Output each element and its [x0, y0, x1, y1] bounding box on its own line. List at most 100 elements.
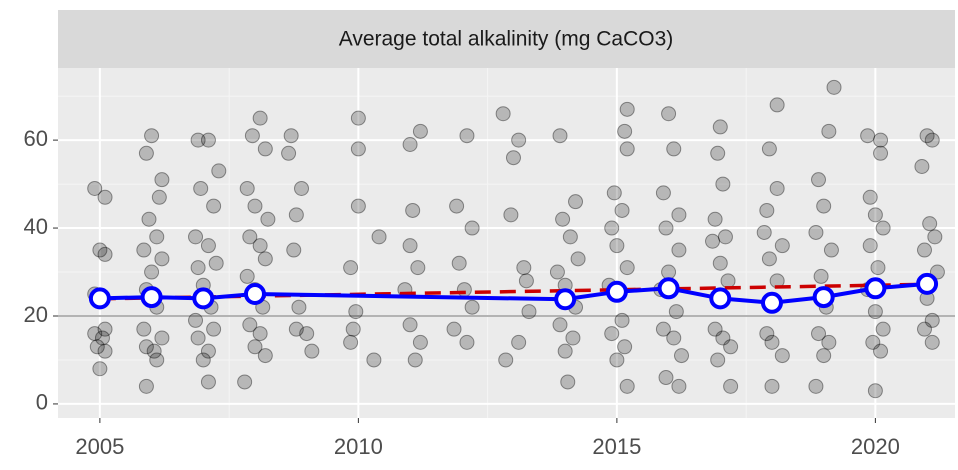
data-point — [674, 348, 690, 364]
data-point — [710, 352, 726, 368]
y-tick-label: 20 — [24, 302, 48, 327]
data-point — [299, 326, 315, 342]
x-tick-label: 2020 — [851, 434, 900, 459]
data-point — [188, 312, 204, 328]
data-point — [813, 268, 829, 284]
data-point — [715, 330, 731, 346]
data-point — [862, 238, 878, 254]
data-point — [565, 330, 581, 346]
data-point — [808, 378, 824, 394]
data-point — [518, 273, 534, 289]
data-point — [464, 220, 480, 236]
data-point — [774, 238, 790, 254]
data-point — [294, 180, 310, 196]
data-point — [549, 264, 565, 280]
data-point — [924, 334, 940, 350]
data-point — [343, 334, 359, 350]
x-tick-label: 2010 — [334, 434, 383, 459]
data-point — [826, 79, 842, 95]
data-point — [619, 101, 635, 117]
chart-title: Average total alkalinity (mg CaCO3) — [339, 28, 674, 51]
data-point — [707, 211, 723, 227]
data-point — [821, 123, 837, 139]
data-point — [671, 207, 687, 223]
data-point — [247, 339, 263, 355]
data-point — [449, 198, 465, 214]
data-point — [208, 255, 224, 271]
data-point — [922, 216, 938, 232]
data-point — [350, 198, 366, 214]
data-point — [870, 260, 886, 276]
data-point — [816, 198, 832, 214]
data-point — [257, 251, 273, 267]
data-point — [97, 189, 113, 205]
data-point — [257, 348, 273, 364]
data-point — [503, 207, 519, 223]
strip — [58, 10, 955, 68]
data-point — [873, 343, 889, 359]
data-point — [138, 339, 154, 355]
data-point — [405, 202, 421, 218]
data-point — [924, 132, 940, 148]
data-point — [619, 378, 635, 394]
mean-marker — [140, 286, 163, 309]
data-point — [720, 273, 736, 289]
data-point — [94, 330, 110, 346]
data-point — [402, 137, 418, 153]
data-point — [200, 343, 216, 359]
data-point — [671, 242, 687, 258]
data-point — [136, 242, 152, 258]
data-point — [875, 321, 891, 337]
data-point — [821, 334, 837, 350]
mean-marker — [709, 287, 732, 310]
data-point — [811, 172, 827, 188]
data-point — [242, 229, 258, 245]
data-point — [823, 242, 839, 258]
data-point — [570, 251, 586, 267]
data-point — [924, 312, 940, 328]
data-point — [304, 343, 320, 359]
data-point — [604, 220, 620, 236]
data-point — [348, 304, 364, 320]
data-point — [97, 246, 113, 262]
data-point — [200, 132, 216, 148]
data-point — [154, 251, 170, 267]
data-point — [764, 334, 780, 350]
mean-marker — [864, 277, 887, 300]
data-point — [562, 229, 578, 245]
mean-marker — [554, 288, 577, 311]
data-point — [283, 128, 299, 144]
data-point — [761, 251, 777, 267]
data-point — [239, 180, 255, 196]
data-point — [759, 202, 775, 218]
data-point — [136, 321, 152, 337]
x-tick-label: 2015 — [592, 434, 641, 459]
data-point — [666, 330, 682, 346]
data-point — [715, 176, 731, 192]
data-point — [521, 304, 537, 320]
data-point — [244, 128, 260, 144]
data-point — [464, 299, 480, 315]
data-point — [281, 145, 297, 161]
data-point — [154, 330, 170, 346]
mean-marker — [916, 272, 939, 295]
data-point — [190, 260, 206, 276]
data-point — [511, 334, 527, 350]
y-tick-label: 60 — [24, 126, 48, 151]
data-point — [617, 339, 633, 355]
data-point — [144, 264, 160, 280]
data-point — [609, 238, 625, 254]
data-point — [511, 132, 527, 148]
data-point — [764, 378, 780, 394]
data-point — [671, 378, 687, 394]
data-point — [459, 334, 475, 350]
x-tick-label: 2005 — [75, 434, 124, 459]
data-point — [87, 180, 103, 196]
data-point — [723, 339, 739, 355]
data-point — [619, 141, 635, 157]
data-point — [343, 260, 359, 276]
data-point — [149, 352, 165, 368]
data-point — [195, 352, 211, 368]
data-point — [712, 119, 728, 135]
